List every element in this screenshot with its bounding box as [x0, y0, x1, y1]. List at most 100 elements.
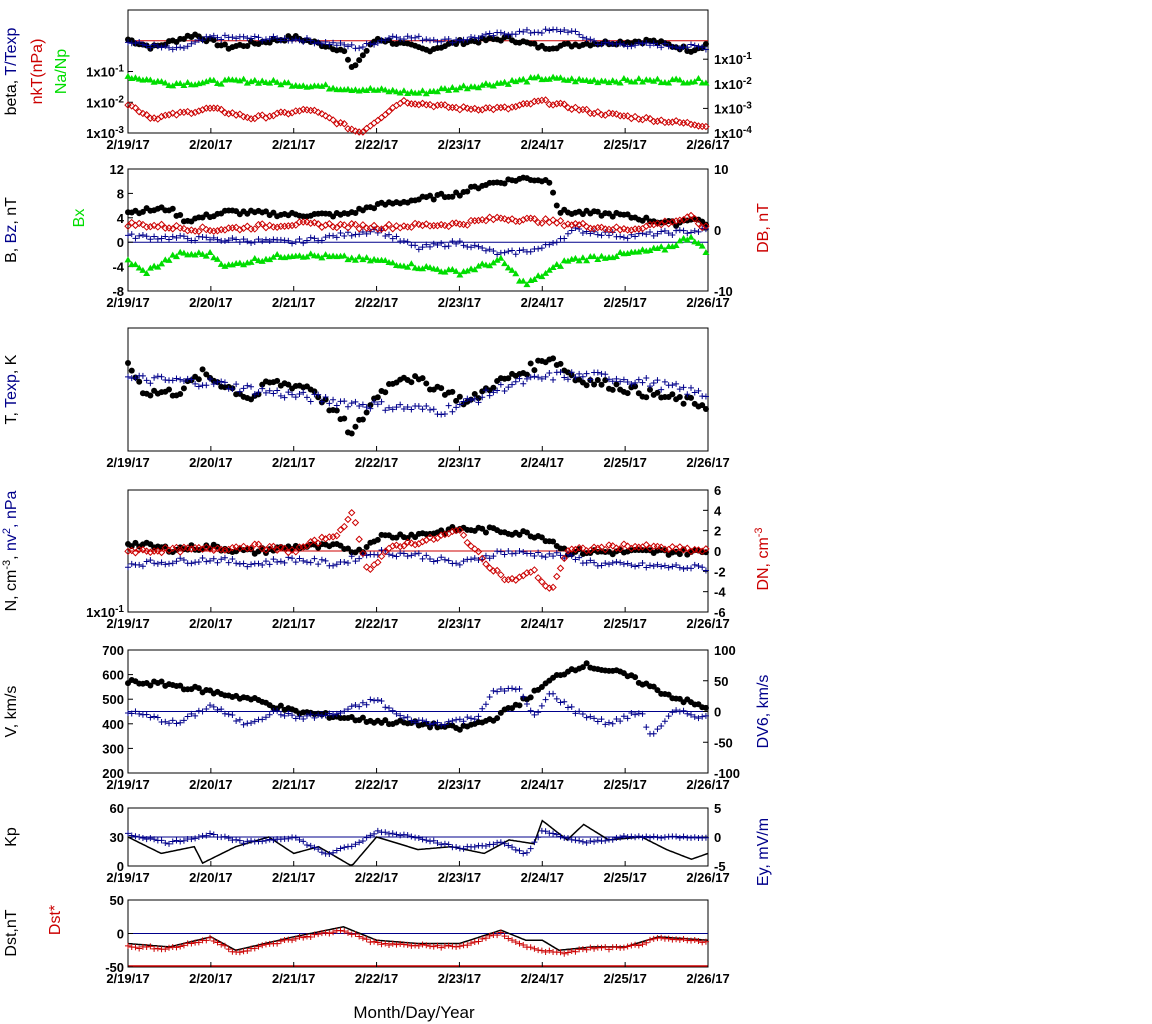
x-tick-label: 2/22/17	[355, 295, 398, 310]
y-axis-label-secondary: nkT(nPa)	[29, 39, 46, 105]
data-point	[218, 36, 225, 43]
tick-label: 0	[117, 235, 124, 250]
data-point	[158, 559, 165, 566]
data-point	[508, 76, 516, 83]
data-point	[128, 102, 136, 110]
data-point	[374, 401, 381, 408]
data-point	[213, 104, 222, 112]
data-point	[337, 845, 344, 852]
data-point	[296, 713, 303, 720]
data-point	[195, 383, 202, 390]
data-point	[180, 942, 187, 949]
data-point	[620, 41, 627, 48]
data-point	[665, 564, 672, 571]
data-point	[647, 834, 653, 841]
data-point	[423, 241, 430, 248]
y-axis-label-tertiary: Na/Np	[53, 49, 70, 94]
data-point	[423, 380, 430, 387]
data-point	[654, 561, 661, 568]
data-point	[676, 45, 683, 52]
data-point	[351, 256, 359, 263]
data-point	[516, 531, 523, 538]
data-point	[688, 384, 695, 391]
data-point	[427, 243, 434, 250]
data-point	[177, 838, 184, 845]
data-point	[378, 698, 385, 705]
data-point	[475, 243, 482, 250]
data-point	[661, 217, 669, 225]
series-DN	[124, 509, 710, 592]
data-point	[400, 714, 407, 721]
data-point	[296, 252, 304, 259]
data-point	[307, 933, 314, 940]
data-point	[445, 841, 452, 848]
data-point	[352, 931, 359, 938]
x-tick-label: 2/23/17	[438, 295, 481, 310]
data-point	[583, 35, 590, 42]
data-point	[389, 707, 396, 714]
data-point	[400, 36, 407, 43]
data-point	[277, 37, 284, 44]
data-point	[295, 107, 304, 115]
series-nv2	[125, 547, 709, 574]
data-point	[146, 548, 155, 556]
data-point	[531, 945, 538, 952]
data-point	[557, 360, 564, 367]
data-point	[456, 37, 463, 44]
data-point	[423, 837, 430, 844]
data-point	[523, 529, 530, 536]
data-point	[162, 946, 169, 953]
data-point	[497, 254, 505, 261]
data-point	[669, 391, 676, 398]
tick-label: 1x10-1	[86, 64, 124, 80]
data-point	[251, 238, 258, 245]
data-point	[493, 566, 501, 575]
data-point	[389, 86, 397, 93]
data-point	[553, 572, 561, 581]
data-point	[557, 74, 565, 81]
data-point	[527, 360, 534, 367]
data-point	[535, 834, 542, 841]
data-point	[527, 374, 534, 381]
data-point	[188, 40, 195, 47]
data-point	[214, 559, 221, 566]
data-point	[221, 41, 228, 48]
data-point	[468, 715, 475, 722]
x-tick-label: 2/19/17	[106, 455, 149, 470]
data-point	[501, 933, 508, 940]
data-point	[635, 248, 643, 255]
data-point	[184, 79, 192, 86]
data-point	[512, 31, 519, 38]
data-point	[519, 277, 527, 284]
data-point	[505, 842, 512, 849]
data-point	[676, 543, 684, 551]
series-beta	[125, 31, 709, 70]
data-point	[415, 33, 422, 40]
data-point	[448, 527, 457, 536]
data-point	[355, 253, 363, 260]
data-point	[471, 716, 478, 723]
data-point	[601, 77, 609, 84]
data-point	[624, 715, 631, 722]
data-point	[623, 112, 632, 120]
data-point	[259, 838, 266, 845]
data-point	[392, 88, 400, 95]
data-point	[632, 834, 639, 841]
data-point	[199, 708, 206, 715]
data-point	[561, 235, 568, 242]
data-point	[285, 381, 292, 388]
data-point	[617, 559, 624, 566]
data-point	[620, 234, 627, 241]
data-point	[639, 941, 646, 948]
data-point	[366, 257, 374, 264]
data-point	[609, 213, 616, 220]
data-point	[344, 256, 352, 263]
data-point	[628, 833, 635, 840]
data-point	[572, 837, 579, 844]
data-point	[579, 230, 586, 237]
x-tick-label: 2/23/17	[438, 137, 481, 152]
tick-label: 10	[714, 162, 728, 177]
data-point	[460, 845, 467, 852]
data-point	[270, 236, 277, 243]
data-point	[553, 549, 560, 556]
